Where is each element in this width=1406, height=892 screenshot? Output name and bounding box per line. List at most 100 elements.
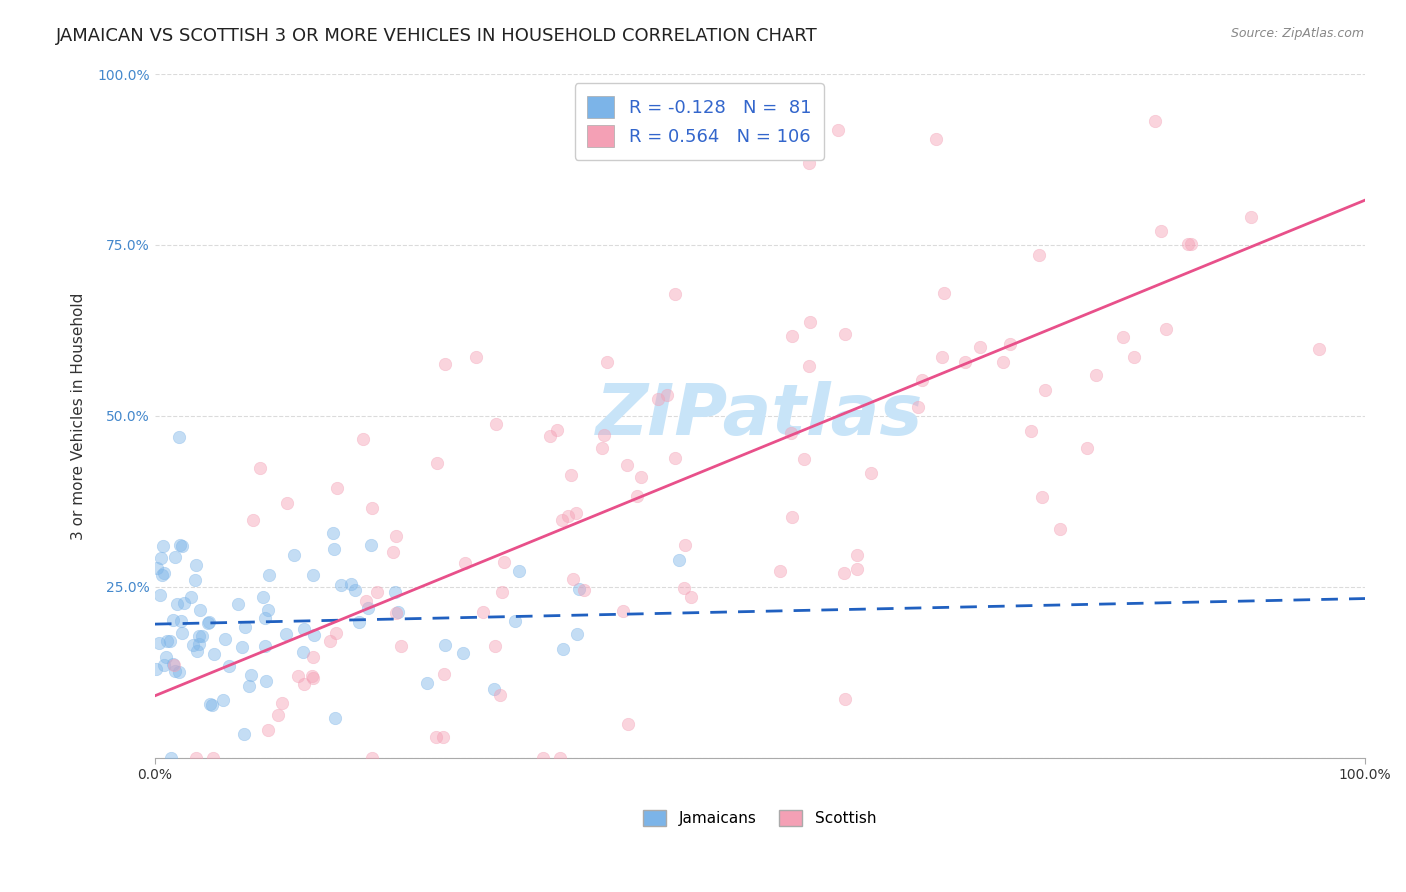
Point [565, 506, 588, 520]
Point [1240, 210, 1263, 224]
Point [149, 588, 172, 602]
Point [955, 355, 977, 369]
Point [593, 428, 616, 442]
Point [162, 613, 184, 627]
Point [181, 638, 204, 652]
Point [197, 615, 219, 629]
Point [454, 557, 477, 571]
Point [489, 688, 512, 702]
Point [325, 710, 347, 724]
Point [257, 603, 280, 617]
Point [425, 730, 447, 744]
Point [657, 388, 679, 402]
Point [201, 698, 224, 712]
Point [276, 626, 298, 640]
Point [485, 417, 508, 431]
Point [226, 598, 249, 612]
Point [170, 539, 193, 553]
Point [793, 452, 815, 467]
Point [184, 750, 207, 764]
Point [993, 355, 1015, 369]
Point [187, 637, 209, 651]
Point [191, 629, 214, 643]
Point [166, 598, 188, 612]
Point [925, 131, 948, 145]
Point [184, 573, 207, 587]
Point [301, 567, 323, 582]
Point [931, 350, 953, 364]
Point [322, 542, 344, 557]
Point [322, 525, 344, 540]
Point [859, 466, 882, 480]
Point [1154, 322, 1177, 336]
Point [389, 639, 412, 653]
Point [360, 538, 382, 552]
Point [257, 723, 280, 737]
Point [426, 456, 449, 470]
Point [162, 657, 184, 672]
Point [302, 628, 325, 642]
Point [159, 634, 181, 648]
Point [153, 658, 176, 673]
Point [453, 646, 475, 660]
Point [834, 691, 856, 706]
Point [832, 566, 855, 580]
Point [292, 622, 315, 636]
Point [416, 676, 439, 690]
Point [664, 451, 686, 466]
Point [617, 717, 640, 731]
Point [484, 682, 506, 697]
Point [574, 583, 596, 598]
Point [188, 603, 211, 617]
Point [591, 442, 613, 456]
Point [156, 634, 179, 648]
Point [329, 578, 352, 592]
Point [1049, 33, 1071, 47]
Point [155, 650, 177, 665]
Point [254, 673, 277, 688]
Point [432, 730, 454, 744]
Point [548, 750, 571, 764]
Point [167, 430, 190, 444]
Point [352, 432, 374, 446]
Point [664, 287, 686, 301]
Point [343, 582, 366, 597]
Point [214, 632, 236, 646]
Point [1123, 351, 1146, 365]
Text: JAMAICAN VS SCOTTISH 3 OR MORE VEHICLES IN HOUSEHOLD CORRELATION CHART: JAMAICAN VS SCOTTISH 3 OR MORE VEHICLES … [56, 27, 818, 45]
Point [201, 750, 224, 764]
Point [1033, 383, 1056, 397]
Point [180, 590, 202, 604]
Point [769, 564, 792, 578]
Point [568, 582, 591, 597]
Point [287, 669, 309, 683]
Point [292, 645, 315, 659]
Point [254, 640, 277, 654]
Point [202, 647, 225, 661]
Point [797, 155, 820, 169]
Point [233, 620, 256, 634]
Point [779, 425, 801, 440]
Point [1031, 490, 1053, 504]
Point [254, 611, 277, 625]
Point [238, 680, 260, 694]
Point [169, 665, 191, 679]
Point [197, 615, 219, 630]
Point [340, 577, 363, 591]
Point [668, 553, 690, 567]
Point [387, 605, 409, 619]
Point [932, 286, 955, 301]
Point [198, 697, 221, 711]
Point [780, 509, 803, 524]
Point [259, 567, 281, 582]
Point [319, 634, 342, 648]
Point [491, 584, 513, 599]
Point [1049, 522, 1071, 536]
Point [384, 585, 406, 599]
Point [1308, 342, 1330, 356]
Point [551, 642, 574, 657]
Point [567, 627, 589, 641]
Point [267, 707, 290, 722]
Point [165, 664, 187, 678]
Point [1150, 224, 1173, 238]
